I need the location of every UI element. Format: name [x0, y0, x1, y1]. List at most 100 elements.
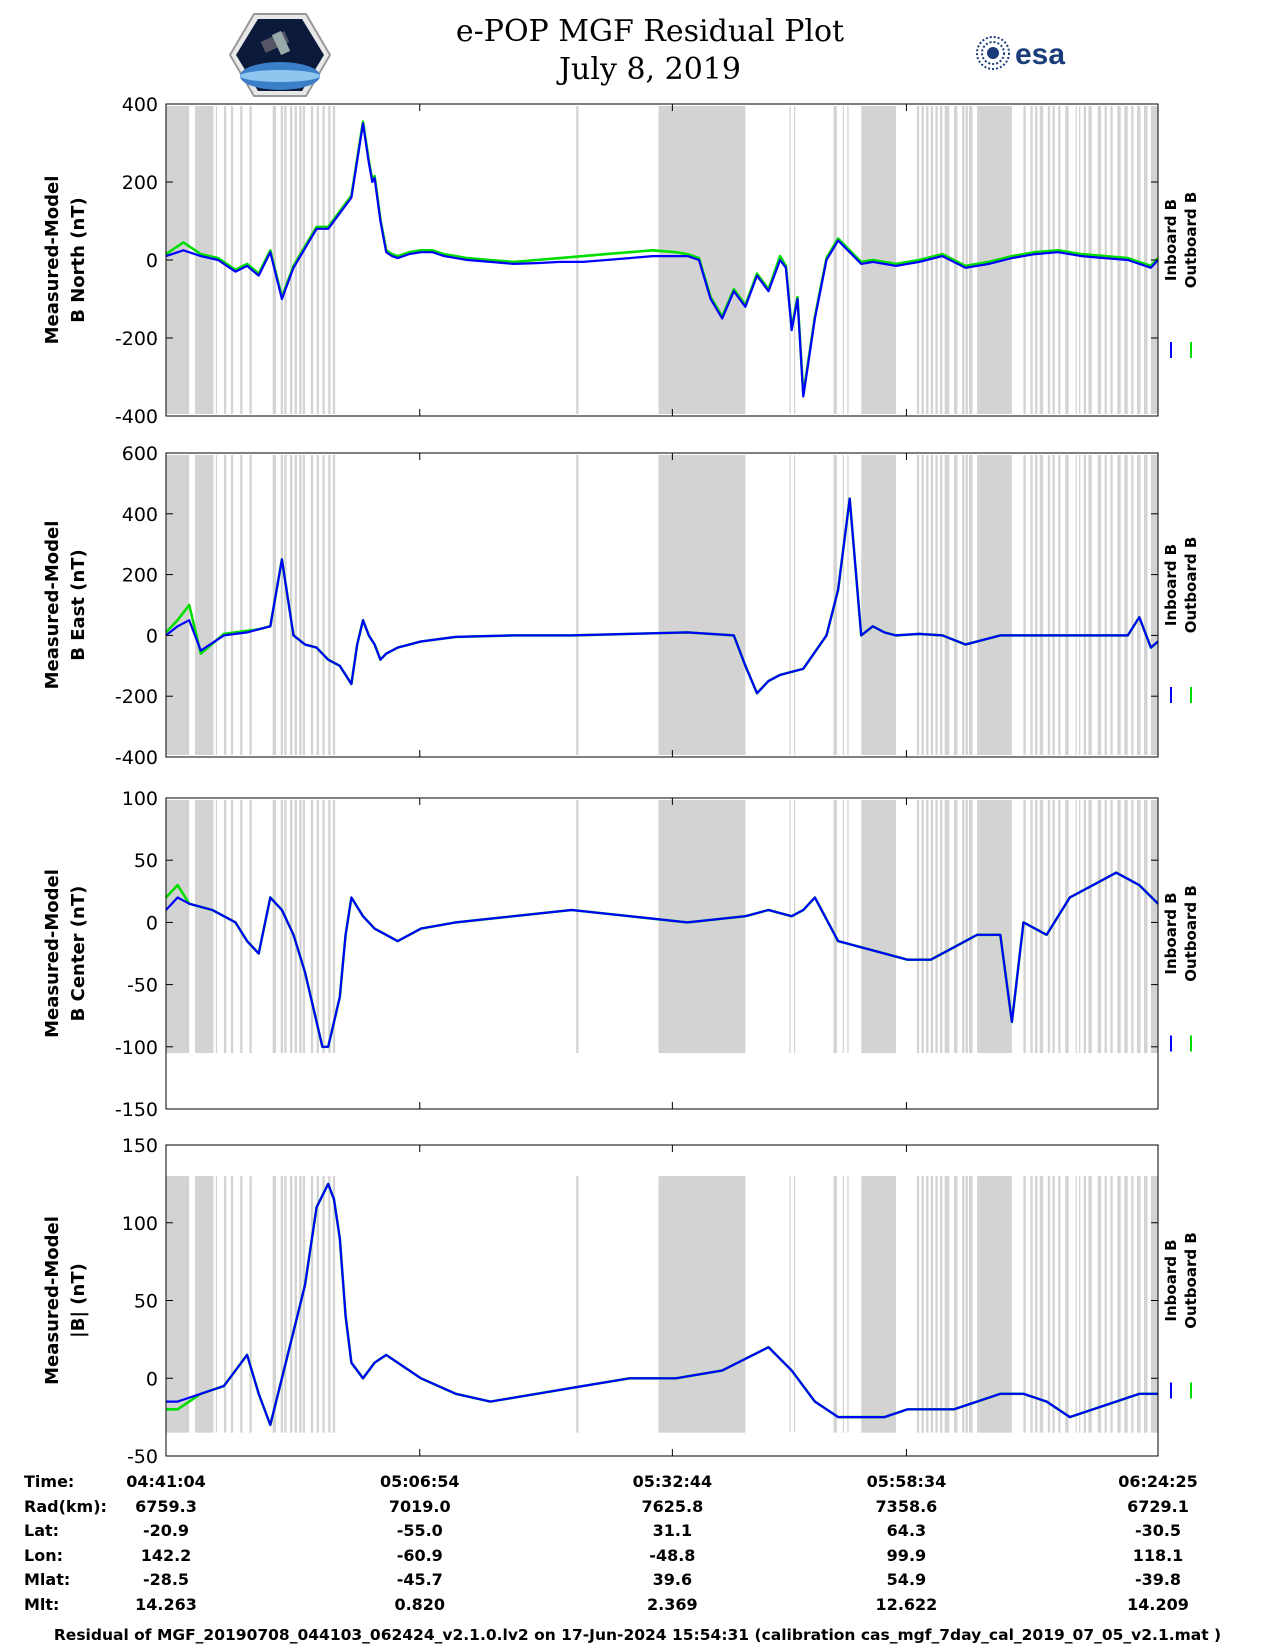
y-tick-label: -150: [115, 1099, 158, 1121]
info-cell: 6729.1: [1127, 1496, 1189, 1516]
gap-shading: [1143, 106, 1148, 414]
gap-shading: [310, 106, 314, 414]
gap-shading: [1097, 106, 1102, 414]
gap-shading: [930, 106, 934, 414]
gap-shading: [944, 1176, 950, 1433]
gap-shading: [1110, 106, 1113, 414]
esa-logo-text: esa: [1015, 38, 1065, 71]
info-cell: 0.820: [394, 1595, 446, 1614]
gap-shading: [842, 1176, 844, 1433]
gap-shading: [940, 800, 943, 1054]
gap-shading: [944, 106, 950, 414]
gap-shading: [576, 106, 579, 414]
gap-shading: [953, 1176, 958, 1433]
y-tick-label: 0: [146, 625, 158, 647]
gap-shading: [1030, 106, 1033, 414]
gap-shading: [332, 106, 336, 414]
gap-shading: [926, 455, 929, 755]
gap-shading: [1052, 800, 1055, 1054]
gap-shading: [962, 106, 965, 414]
gap-shading: [935, 106, 938, 414]
gap-shading: [789, 1176, 791, 1433]
gap-shading: [1023, 1176, 1026, 1433]
gap-shading: [916, 455, 920, 755]
series-inboard-line: [166, 1182, 1158, 1427]
gap-shading: [294, 1176, 297, 1433]
gap-shading: [310, 455, 314, 755]
info-row-label: Lon:: [24, 1545, 63, 1565]
gap-shading: [930, 1176, 934, 1433]
gap-shading: [1065, 106, 1069, 414]
info-cell: 54.9: [886, 1570, 927, 1590]
gap-shading: [847, 106, 849, 414]
gap-shading: [930, 800, 934, 1054]
gap-shading: [789, 106, 791, 414]
gap-shading: [212, 800, 214, 1054]
gap-shading: [1088, 800, 1092, 1054]
info-cell: 39.6: [652, 1570, 693, 1590]
gap-shading: [316, 455, 319, 755]
series-inboard-line: [165, 871, 1159, 1048]
gap-shading: [1088, 1176, 1092, 1433]
gap-shading: [1030, 1176, 1033, 1433]
gap-shading: [977, 455, 1012, 755]
gap-shading: [861, 455, 897, 755]
gap-shading: [861, 1176, 897, 1433]
y-axis-label: Measured-Model: [42, 869, 63, 1038]
y-tick-label: 400: [122, 504, 158, 526]
gap-shading: [299, 455, 302, 755]
gap-shading: [230, 800, 234, 1054]
gap-shading: [1035, 1176, 1038, 1433]
legend-label: Outboard B: [1182, 192, 1200, 289]
gap-shading: [962, 800, 965, 1054]
gap-shading: [1023, 455, 1026, 755]
gap-shading: [1137, 106, 1141, 414]
gap-shading: [332, 1176, 336, 1433]
gap-shading: [302, 455, 306, 755]
gap-shading: [977, 1176, 1012, 1433]
y-axis-label: Measured-Model: [42, 521, 63, 690]
gap-shading: [212, 1176, 214, 1433]
gap-shading: [280, 800, 284, 1054]
info-cell: -39.8: [1134, 1570, 1182, 1590]
info-cell: 7358.6: [875, 1496, 938, 1516]
gap-shading: [1052, 455, 1055, 755]
gap-shading: [230, 106, 234, 414]
info-cell: 7019.0: [388, 1496, 451, 1516]
gap-shading: [940, 106, 943, 414]
gap-shading: [316, 1176, 319, 1433]
gap-shading: [658, 1176, 746, 1433]
gap-shading: [1150, 1176, 1158, 1433]
gap-shading: [935, 455, 938, 755]
gap-shading: [1075, 1176, 1077, 1433]
gap-shading: [965, 800, 968, 1054]
gap-shading: [921, 800, 924, 1054]
gap-shading: [1047, 800, 1051, 1054]
legend-label: Inboard B: [1162, 892, 1180, 974]
y-tick-label: 600: [122, 443, 158, 465]
gap-shading: [1065, 1176, 1069, 1433]
gap-shading: [930, 455, 934, 755]
info-cell: 31.1: [652, 1521, 693, 1541]
gap-shading: [1052, 106, 1055, 414]
gap-shading: [230, 1176, 234, 1433]
y-tick-label: 100: [122, 1213, 158, 1235]
y-tick-label: 400: [122, 94, 158, 116]
gap-shading: [316, 800, 319, 1054]
gap-shading: [194, 800, 213, 1054]
gap-shading: [1117, 455, 1121, 755]
y-axis-label: |B| (nT): [68, 1263, 89, 1338]
gap-shading: [935, 800, 938, 1054]
info-cell: 05:06:54: [379, 1472, 460, 1491]
legend-label: Inboard B: [1162, 544, 1180, 626]
y-tick-label: -50: [127, 975, 158, 997]
gap-shading: [310, 1176, 314, 1433]
gap-shading: [1083, 1176, 1087, 1433]
gap-shading: [944, 800, 950, 1054]
panel-1: -400 -200 0 200 400 Measured-Model B North (nT…: [42, 94, 1200, 428]
series-outboard-line: [165, 120, 1159, 396]
gap-shading: [194, 1176, 213, 1433]
y-tick-label: -200: [115, 328, 158, 350]
gap-shading: [1035, 455, 1038, 755]
